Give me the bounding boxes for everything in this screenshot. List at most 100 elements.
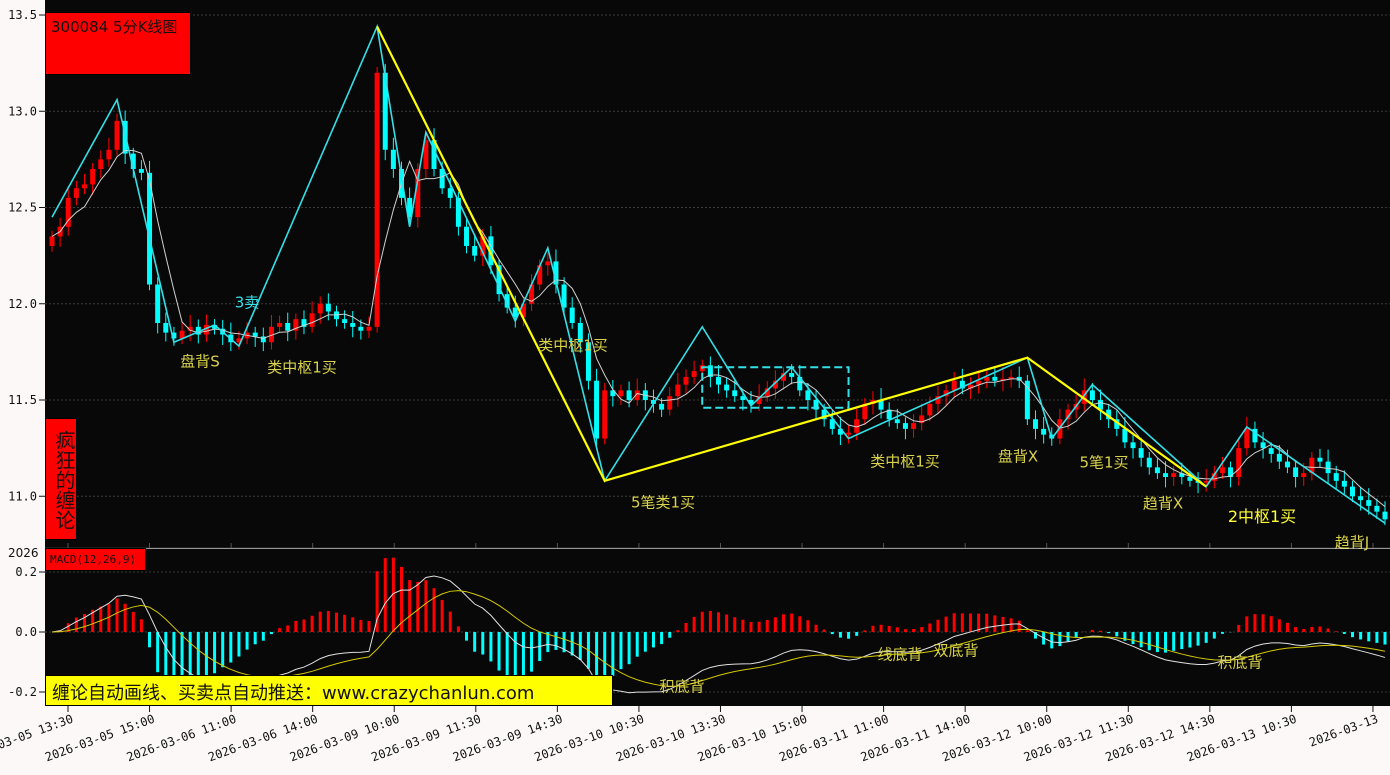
candle-down — [407, 197, 413, 218]
candle-up — [781, 373, 787, 381]
candle-down — [342, 319, 348, 323]
annotation-buy-1: 类中枢1买 — [267, 358, 337, 377]
candle-down — [1349, 486, 1355, 497]
candle-down — [1317, 457, 1323, 462]
candle-down — [707, 365, 713, 377]
annotation-pan-bei-x: 盘背X — [997, 447, 1039, 466]
candle-up — [293, 319, 299, 331]
candle-down — [902, 423, 908, 429]
candle-down — [301, 319, 307, 327]
candle-up — [1309, 457, 1315, 474]
price-tick-label: 12.0 — [8, 297, 37, 311]
candle-up — [114, 120, 120, 150]
candle-up — [764, 388, 770, 397]
candle-down — [382, 72, 388, 150]
candle-down — [1358, 496, 1364, 501]
candle-up — [82, 184, 88, 189]
candle-down — [488, 236, 494, 266]
candle-down — [569, 307, 575, 323]
candle-up — [1065, 409, 1071, 420]
candle-up — [927, 403, 933, 416]
candle-up — [309, 313, 315, 327]
candle-down — [829, 419, 835, 429]
candle-up — [98, 159, 104, 169]
candle-up — [976, 380, 982, 385]
annotation-5bi-buy: 5笔类1买 — [630, 493, 696, 512]
candle-down — [1146, 457, 1152, 468]
candle-down — [1382, 511, 1388, 520]
candle-up — [911, 423, 917, 429]
candle-down — [1163, 473, 1169, 477]
candle-up — [846, 432, 852, 435]
candle-up — [984, 376, 990, 381]
candle-up — [415, 169, 421, 218]
candle-up — [1236, 448, 1242, 477]
candle-down — [1341, 480, 1347, 487]
annotation-buy-3: 类中枢1买 — [870, 452, 940, 471]
candle-up — [179, 330, 185, 339]
candle-up — [1081, 390, 1087, 404]
candle-down — [1138, 448, 1144, 458]
candle-up — [545, 261, 551, 266]
candle-down — [1252, 428, 1258, 443]
candle-down — [1268, 448, 1274, 454]
candle-up — [1211, 473, 1217, 481]
candle-down — [1374, 505, 1380, 512]
candle-down — [195, 326, 201, 335]
candle-down — [439, 169, 445, 189]
candle-down — [155, 284, 161, 323]
candle-up — [634, 390, 640, 400]
candle-down — [390, 149, 396, 169]
candle-up — [529, 284, 535, 304]
macd-annotation-2: 线底背 — [877, 645, 923, 664]
macd-tick-label: -0.2 — [8, 685, 37, 699]
candle-down — [878, 400, 884, 410]
candle-down — [1187, 477, 1193, 481]
candle-down — [1114, 419, 1120, 429]
candle-down — [992, 376, 998, 381]
candle-up — [277, 323, 283, 327]
candle-up — [374, 72, 380, 327]
candle-down — [1032, 419, 1038, 429]
candle-down — [171, 332, 177, 339]
macd-annotation-3: 双底背 — [933, 641, 979, 660]
candle-down — [212, 324, 218, 329]
candle-down — [740, 396, 746, 400]
main-panel — [45, 0, 1390, 548]
candle-down — [1293, 467, 1299, 477]
candle-up — [423, 140, 429, 169]
candle-up — [602, 390, 608, 439]
candle-up — [90, 169, 96, 185]
candle-down — [1154, 467, 1160, 474]
candle-up — [1000, 378, 1006, 381]
annotation-trend-j: 趋背J — [1334, 533, 1370, 552]
candle-up — [1203, 480, 1209, 483]
candle-down — [472, 246, 478, 256]
price-tick-label: 11.5 — [8, 393, 37, 407]
candle-up — [1008, 376, 1014, 379]
candle-up — [756, 396, 762, 404]
candle-down — [577, 323, 583, 343]
candle-down — [626, 390, 632, 400]
candle-down — [447, 188, 453, 198]
candle-down — [138, 169, 144, 173]
candle-down — [455, 197, 461, 227]
candle-up — [1171, 473, 1177, 477]
candle-down — [894, 419, 900, 424]
moving-average-line — [51, 150, 1386, 508]
candle-down — [504, 294, 510, 308]
candle-up — [1301, 473, 1307, 477]
candle-down — [1098, 400, 1104, 410]
candle-down — [285, 323, 291, 331]
candle-down — [464, 226, 470, 246]
candle-down — [659, 403, 665, 410]
candle-down — [650, 400, 656, 404]
promo-banner[interactable]: 缠论自动画线、买卖点自动推送：www.crazychanlun.com — [45, 675, 613, 706]
candle-down — [1089, 390, 1095, 400]
candle-up — [366, 326, 372, 331]
candle-down — [358, 326, 364, 331]
candle-down — [805, 390, 811, 400]
candle-up — [935, 396, 941, 404]
candle-down — [813, 400, 819, 410]
candle-up — [268, 326, 274, 343]
